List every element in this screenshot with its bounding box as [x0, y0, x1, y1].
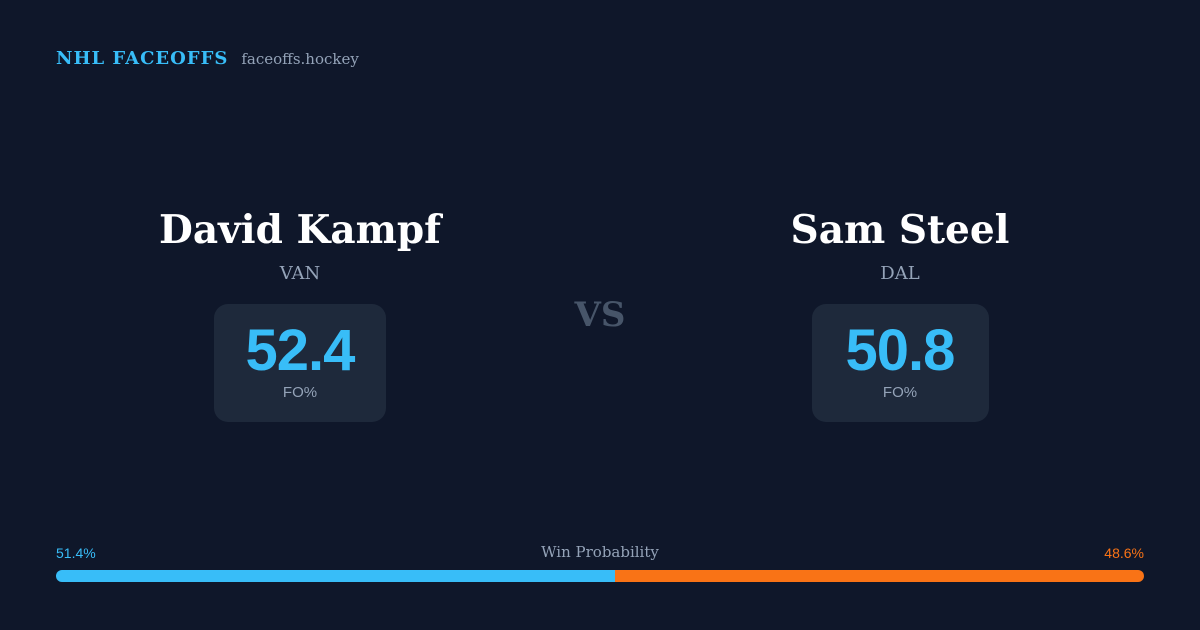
win-probability-title: Win Probability: [541, 543, 659, 561]
faceoff-percentage-value: 52.4: [245, 318, 356, 383]
player-name: Sam Steel: [790, 207, 1010, 253]
win-probability-bar-left: [56, 570, 616, 582]
brand-site: faceoffs.hockey: [241, 50, 359, 68]
win-probability-bar: [56, 570, 1144, 582]
player-name: David Kampf: [159, 207, 441, 253]
faceoff-percentage-label: FO%: [882, 384, 918, 401]
brand-name: NHL FACEOFFS: [56, 48, 229, 69]
player-team: VAN: [279, 263, 321, 284]
win-probability-labels: 51.4% Win Probability 48.6%: [56, 542, 1144, 564]
faceoff-stat-box: 50.8 FO%: [811, 304, 989, 422]
player-card-left: David Kampf VAN 52.4 FO%: [100, 204, 500, 422]
win-probability-right-label: 48.6%: [1104, 545, 1144, 561]
player-card-right: Sam Steel DAL 50.8 FO%: [700, 204, 1100, 422]
faceoff-percentage-label: FO%: [282, 384, 318, 401]
faceoff-stat-box: 52.4 FO%: [214, 304, 386, 422]
win-probability-bar-right: [615, 570, 1144, 582]
player-team: DAL: [880, 263, 920, 284]
win-probability-left-label: 51.4%: [56, 545, 96, 561]
faceoff-percentage-value: 50.8: [845, 318, 956, 383]
brand-header: NHL FACEOFFS faceoffs.hockey: [56, 48, 359, 69]
versus-label: VS: [574, 295, 626, 335]
